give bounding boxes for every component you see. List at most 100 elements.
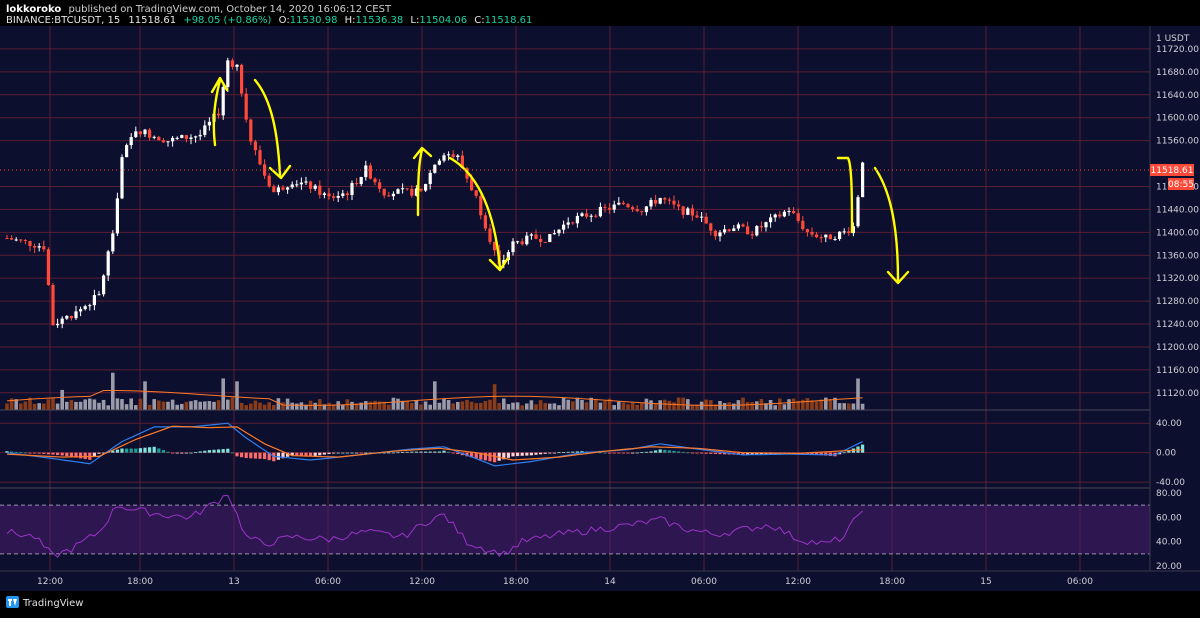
macd-histogram-bar [525,452,529,456]
macd-histogram-bar [815,452,819,455]
candlesticks [5,57,865,329]
volume-bar [157,400,161,410]
macd-histogram-bar [19,452,23,454]
macd-histogram-bar [479,452,483,460]
macd-histogram-bar [437,451,441,453]
macd-histogram-bar [603,452,607,454]
macd-histogram-bar [493,452,497,463]
volume-bar [644,398,649,410]
volume-bar [640,402,644,410]
candle-body [736,224,740,229]
candle-body [387,195,391,197]
macd-histogram-bar [152,446,156,453]
volume-bar [405,400,409,410]
volume-bar [727,402,731,410]
volume-bar [235,381,239,410]
volume-bar [341,404,345,410]
author-name[interactable]: lokkoroko [6,4,61,15]
volume-bar [331,404,336,410]
volume-bar [5,403,9,410]
time-axis-background[interactable] [0,571,1200,591]
hand-drawn-annotations [210,76,910,285]
volume-bar [120,399,124,410]
price-tick-label: 11680.00 [1156,68,1199,78]
volume-bar [791,398,796,410]
candle-body [217,113,221,116]
volume-bar [506,404,511,410]
macd-histogram-bar [488,452,492,462]
candle-body [644,206,648,213]
candle-body [801,220,805,230]
macd-histogram-bar [718,452,722,455]
candle-body [428,172,432,185]
candle-body [69,315,73,319]
candle-body [617,202,621,205]
candle-body [493,241,497,251]
candle-body [525,235,529,245]
candle-body [410,188,414,196]
volume-bar [548,403,552,410]
macd-histogram-bar [83,452,87,460]
candle-body [414,188,418,196]
volume-bar [589,397,593,410]
rsi-tick-label: 60.00 [1156,513,1182,523]
candle-body [171,137,175,142]
candle-body [74,311,78,319]
macd-histogram-bar [571,451,575,453]
candle-body [571,222,575,224]
macd-histogram-bar [649,451,653,453]
macd-histogram-bar [681,451,685,453]
volume-bar [681,397,685,410]
volume-bar [672,402,676,410]
rsi-pane [6,494,863,559]
symbol-label[interactable]: BINANCE:BTCUSDT, 15 [6,15,120,26]
macd-histogram-bar [235,452,239,457]
macd-histogram-bar [51,452,55,455]
time-tick-label: 12:00 [409,577,435,587]
header-line: lokkoroko published on TradingView.com, … [6,4,392,15]
volume-bar [106,405,110,410]
candle-body [539,238,543,242]
candle-body [566,222,570,225]
price-tick-label: 11440.00 [1156,205,1199,215]
macd-histogram-bar [465,452,469,457]
time-tick-label: 06:00 [315,577,341,587]
candle-body [700,216,704,218]
price-scale-background[interactable] [1150,26,1200,571]
rsi-tick-label: 20.00 [1156,562,1182,572]
volume-bar [101,399,106,410]
macd-histogram-bar [267,452,271,461]
macd-tick-label: 0.00 [1156,449,1176,459]
macd-histogram-bar [355,452,359,454]
candle-body [575,215,579,224]
candle-body [562,224,566,230]
candle-body [815,234,819,238]
volume-bar [469,401,474,410]
candle-body [184,135,188,139]
volume-bar [741,397,745,410]
candle-body [723,229,727,233]
macd-histogram-bar [750,452,754,455]
macd-histogram-bar [111,450,115,453]
macd-histogram-bar [741,452,745,455]
volume-bar [134,405,138,410]
macd-histogram-bar [226,448,230,453]
macd-histogram-bar [10,451,14,453]
macd-histogram-bar [534,452,538,455]
macd-histogram-bar [511,452,515,457]
volume-bar [267,402,271,410]
unit-label[interactable]: 1 USDT [1156,34,1190,44]
candle-body [42,246,46,250]
macd-histogram-bar [327,452,331,454]
time-axis: 12:00 18:00 13 06:00 12:00 18:00 14 06:00 12:00 1… [37,577,1093,587]
macd-histogram-bar [37,452,41,454]
macd-histogram-bar [161,450,165,453]
volume-bar [764,403,768,410]
volume-bar [446,400,451,410]
tradingview-logo[interactable]: TradingView [6,596,83,609]
macd-histogram-bar [562,452,566,453]
close-value: 11518.61 [485,15,533,26]
candle-body [230,60,234,67]
candle-body [23,240,27,242]
